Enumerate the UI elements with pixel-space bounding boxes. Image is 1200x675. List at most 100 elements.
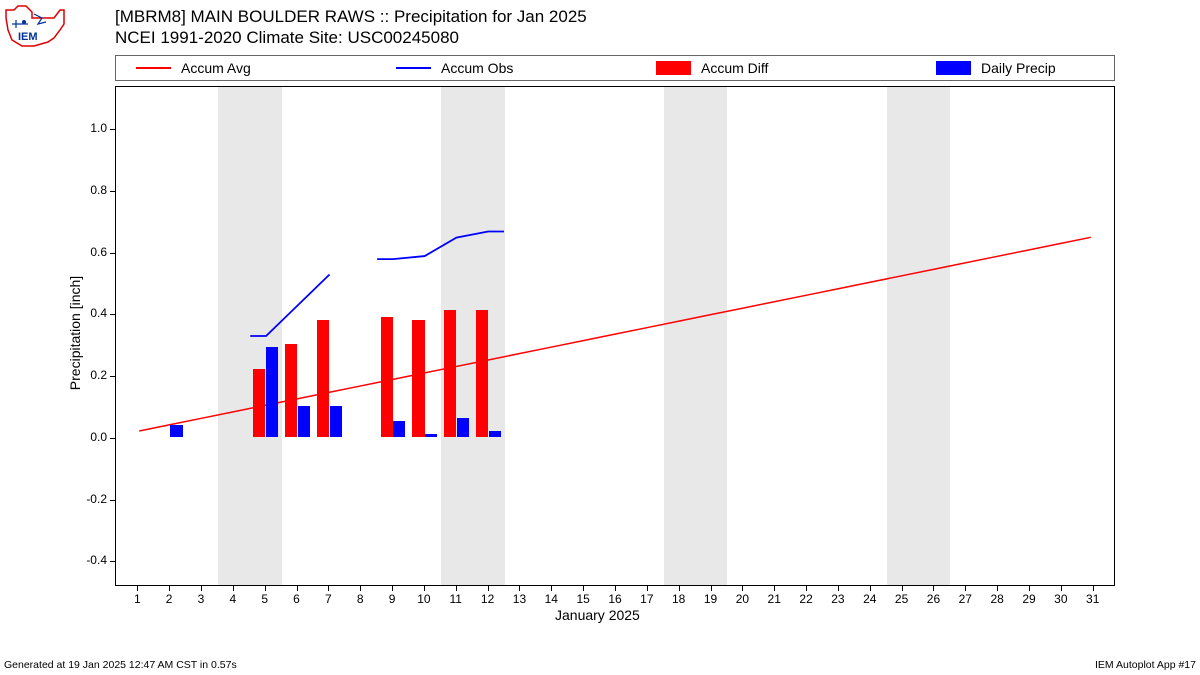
x-tick-mark: [870, 586, 871, 591]
daily-precip-bar: [393, 421, 405, 436]
y-tick-mark: [110, 191, 115, 192]
x-tick-mark: [488, 586, 489, 591]
x-tick-label: 20: [732, 592, 752, 606]
y-tick-mark: [110, 500, 115, 501]
footer-right: IEM Autoplot App #17: [1095, 659, 1196, 671]
svg-text:IEM: IEM: [18, 31, 38, 43]
daily-precip-bar: [489, 431, 501, 437]
x-tick-mark: [233, 586, 234, 591]
legend-label: Accum Diff: [701, 60, 768, 76]
x-tick-label: 2: [159, 592, 179, 606]
accum-diff-bar: [476, 310, 488, 437]
daily-precip-bar: [457, 418, 469, 437]
legend-item: Accum Obs: [396, 60, 513, 76]
x-tick-mark: [711, 586, 712, 591]
y-tick-mark: [110, 376, 115, 377]
y-tick-label: 1.0: [67, 121, 107, 135]
legend-label: Daily Precip: [981, 60, 1056, 76]
x-tick-label: 15: [573, 592, 593, 606]
y-tick-mark: [110, 253, 115, 254]
daily-precip-bar: [170, 425, 182, 437]
x-tick-mark: [965, 586, 966, 591]
x-tick-mark: [392, 586, 393, 591]
y-tick-label: 0.2: [67, 368, 107, 382]
x-tick-mark: [933, 586, 934, 591]
accum-diff-bar: [444, 310, 456, 437]
y-tick-mark: [110, 438, 115, 439]
x-tick-mark: [1093, 586, 1094, 591]
x-tick-label: 1: [127, 592, 147, 606]
x-tick-label: 3: [191, 592, 211, 606]
x-tick-mark: [615, 586, 616, 591]
x-tick-mark: [265, 586, 266, 591]
x-tick-label: 12: [478, 592, 498, 606]
x-tick-label: 9: [382, 592, 402, 606]
daily-precip-bar: [425, 434, 437, 437]
accum-diff-bar: [253, 369, 265, 437]
title-line-2: NCEI 1991-2020 Climate Site: USC00245080: [115, 27, 587, 48]
x-tick-label: 24: [860, 592, 880, 606]
y-tick-label: -0.4: [67, 553, 107, 567]
x-tick-mark: [551, 586, 552, 591]
y-axis-label: Precipitation [inch]: [67, 253, 83, 413]
x-tick-label: 28: [987, 592, 1007, 606]
daily-precip-bar: [266, 347, 278, 437]
x-tick-label: 8: [350, 592, 370, 606]
accum-diff-bar: [381, 317, 393, 437]
legend-swatch: [136, 67, 171, 69]
legend-label: Accum Obs: [441, 60, 513, 76]
x-tick-label: 19: [701, 592, 721, 606]
x-tick-mark: [742, 586, 743, 591]
x-tick-label: 23: [828, 592, 848, 606]
y-tick-mark: [110, 314, 115, 315]
series-svg: [116, 87, 1114, 585]
x-tick-label: 31: [1083, 592, 1103, 606]
plot-area: [115, 86, 1115, 586]
chart-title: [MBRM8] MAIN BOULDER RAWS :: Precipitati…: [115, 6, 587, 49]
y-tick-label: 0.0: [67, 430, 107, 444]
legend-item: Accum Diff: [656, 60, 768, 76]
accum-avg-line: [139, 237, 1091, 431]
x-tick-mark: [774, 586, 775, 591]
x-tick-mark: [424, 586, 425, 591]
x-tick-label: 29: [1019, 592, 1039, 606]
legend-swatch: [656, 61, 691, 75]
x-tick-mark: [679, 586, 680, 591]
chart-area: Accum AvgAccum ObsAccum DiffDaily Precip…: [115, 55, 1115, 615]
title-line-1: [MBRM8] MAIN BOULDER RAWS :: Precipitati…: [115, 6, 587, 27]
x-tick-mark: [201, 586, 202, 591]
y-tick-label: 0.8: [67, 183, 107, 197]
y-tick-label: 0.6: [67, 245, 107, 259]
x-tick-mark: [1061, 586, 1062, 591]
x-tick-mark: [647, 586, 648, 591]
x-tick-label: 25: [892, 592, 912, 606]
x-tick-label: 7: [318, 592, 338, 606]
x-tick-mark: [1029, 586, 1030, 591]
accum-diff-bar: [412, 320, 424, 437]
x-tick-mark: [519, 586, 520, 591]
x-tick-label: 16: [605, 592, 625, 606]
x-tick-mark: [169, 586, 170, 591]
accum-obs-line: [377, 231, 504, 259]
x-tick-label: 10: [414, 592, 434, 606]
x-tick-mark: [456, 586, 457, 591]
x-tick-mark: [137, 586, 138, 591]
x-tick-label: 6: [287, 592, 307, 606]
daily-precip-bar: [330, 406, 342, 437]
x-tick-label: 18: [669, 592, 689, 606]
x-tick-label: 21: [764, 592, 784, 606]
y-tick-mark: [110, 561, 115, 562]
daily-precip-bar: [298, 406, 310, 437]
legend-swatch: [396, 67, 431, 69]
x-tick-mark: [806, 586, 807, 591]
x-tick-mark: [360, 586, 361, 591]
x-tick-mark: [328, 586, 329, 591]
y-tick-label: -0.2: [67, 492, 107, 506]
x-tick-label: 30: [1051, 592, 1071, 606]
accum-diff-bar: [317, 320, 329, 437]
x-tick-mark: [838, 586, 839, 591]
x-tick-label: 5: [255, 592, 275, 606]
legend: Accum AvgAccum ObsAccum DiffDaily Precip: [115, 55, 1115, 81]
iem-logo-icon: IEM: [4, 4, 66, 48]
footer-left: Generated at 19 Jan 2025 12:47 AM CST in…: [4, 659, 237, 671]
